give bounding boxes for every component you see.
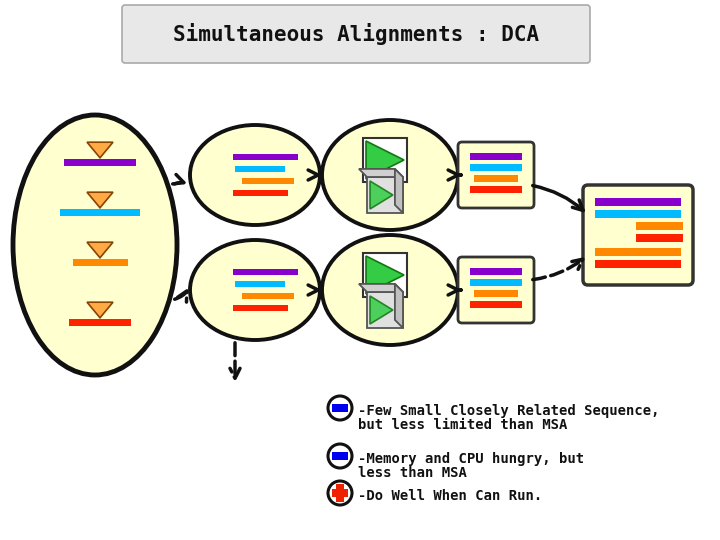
Ellipse shape: [13, 115, 177, 375]
Polygon shape: [395, 169, 403, 213]
Ellipse shape: [322, 235, 458, 345]
Text: -Memory and CPU hungry, but: -Memory and CPU hungry, but: [358, 452, 584, 466]
Bar: [470, 186, 522, 192]
Bar: [363, 138, 407, 182]
Polygon shape: [87, 302, 113, 318]
Polygon shape: [366, 141, 404, 179]
Ellipse shape: [322, 120, 458, 230]
FancyBboxPatch shape: [583, 185, 693, 285]
Bar: [233, 269, 297, 275]
Bar: [242, 178, 294, 184]
FancyBboxPatch shape: [122, 5, 590, 63]
Bar: [474, 289, 518, 296]
Text: -Do Well When Can Run.: -Do Well When Can Run.: [358, 489, 542, 503]
Bar: [64, 159, 136, 165]
Ellipse shape: [190, 240, 320, 340]
Text: less than MSA: less than MSA: [358, 466, 467, 480]
Polygon shape: [87, 192, 113, 208]
Bar: [595, 210, 681, 218]
Bar: [242, 293, 294, 299]
Bar: [595, 260, 681, 268]
Bar: [332, 489, 348, 497]
Bar: [332, 452, 348, 460]
Bar: [470, 164, 522, 171]
Bar: [336, 484, 344, 502]
Bar: [233, 154, 297, 160]
Bar: [636, 222, 683, 230]
Text: but less limited than MSA: but less limited than MSA: [358, 418, 567, 432]
Bar: [60, 208, 140, 215]
Polygon shape: [359, 169, 403, 177]
Polygon shape: [370, 181, 393, 209]
Polygon shape: [359, 284, 403, 292]
Ellipse shape: [190, 125, 320, 225]
Bar: [69, 319, 131, 326]
Bar: [595, 198, 681, 206]
Polygon shape: [367, 177, 403, 213]
Bar: [233, 305, 287, 311]
Polygon shape: [367, 292, 403, 328]
Bar: [470, 152, 522, 159]
Bar: [363, 253, 407, 297]
Bar: [73, 259, 127, 266]
Polygon shape: [370, 296, 393, 324]
Bar: [235, 166, 285, 172]
Bar: [636, 234, 683, 242]
Bar: [595, 248, 681, 256]
FancyBboxPatch shape: [458, 257, 534, 323]
Polygon shape: [366, 256, 404, 294]
Bar: [235, 281, 285, 287]
Polygon shape: [87, 242, 113, 258]
Bar: [474, 174, 518, 181]
Bar: [470, 300, 522, 307]
Polygon shape: [395, 284, 403, 328]
Text: -Few Small Closely Related Sequence,: -Few Small Closely Related Sequence,: [358, 404, 660, 418]
Bar: [332, 404, 348, 412]
Bar: [470, 267, 522, 274]
Bar: [470, 279, 522, 286]
Text: Simultaneous Alignments : DCA: Simultaneous Alignments : DCA: [173, 23, 539, 45]
Bar: [233, 190, 287, 196]
FancyBboxPatch shape: [458, 142, 534, 208]
Polygon shape: [87, 142, 113, 158]
